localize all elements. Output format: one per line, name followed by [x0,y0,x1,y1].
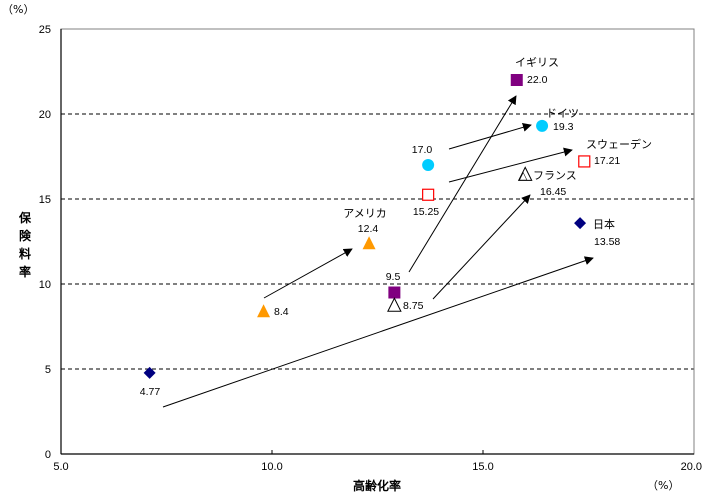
y-tick-label: 15 [39,194,51,206]
grid-lines [61,113,694,370]
label-country: アメリカ [343,207,386,220]
y-tick-label: 5 [45,364,51,376]
marker-to-1 [574,217,587,230]
arrow-4 [448,122,532,150]
marker-to-4 [536,119,549,132]
y-unit-label: （%） [2,3,34,16]
label-to-value: 17.21 [594,155,620,167]
label-from-value: 17.0 [412,144,433,156]
marker-from-5 [422,188,435,201]
label-country: イギリス [515,56,559,69]
y-tick-label: 10 [39,279,51,291]
label-country: スウェーデン [586,137,652,151]
label-from-value: 4.77 [140,386,161,398]
arrow-2 [263,248,353,299]
y-tick-label: 20 [39,109,51,121]
x-unit-label: （%） [647,479,679,492]
data-points [143,74,591,379]
label-to-value: 13.58 [594,236,620,248]
label-from-value: 15.25 [413,206,439,218]
marker-from-4 [422,159,435,171]
label-to-value: 22.0 [527,74,548,86]
arrows [162,95,594,408]
x-tick-label: 20.0 [681,461,702,473]
label-country: フランス [533,169,577,182]
marker-from-1 [143,366,156,379]
label-country: 日本 [593,217,615,231]
y-tick-labels: 0 5 10 15 20 25 [39,24,51,461]
marker-from-2 [257,304,271,318]
label-from-value: 9.5 [386,271,401,283]
y-axis-title-char: 保 [18,210,32,225]
x-tick-label: 10.0 [261,461,282,473]
y-axis-title-char: 率 [19,264,31,279]
y-axis-title-char: 険 [19,228,32,243]
marker-to-6 [517,166,533,181]
marker-from-3 [388,286,401,299]
marker-to-2 [362,236,376,250]
x-tick-label: 5.0 [53,461,68,473]
label-to-value: 16.45 [540,186,566,198]
marker-to-5 [578,155,591,168]
y-tick-label: 25 [39,24,51,36]
arrow-1 [162,256,594,408]
x-tick-labels: 5.0 10.0 15.0 20.0 [53,450,702,473]
marker-to-3 [510,74,523,86]
x-axis-title: 高齢化率 [353,478,401,492]
arrow-5 [448,147,573,183]
data-labels: 4.77 日本 13.58 8.4 アメリカ 12.4 9.5 イギリス 22.0 17.0 ドイツ… [140,56,652,398]
x-tick-label: 15.0 [472,461,493,473]
arrow-6 [432,194,531,300]
label-from-value: 8.4 [274,306,289,318]
y-axis-title-char: 料 [19,246,31,261]
label-to-value: 12.4 [358,223,379,235]
y-tick-label: 0 [45,449,51,461]
label-from-value: 8.75 [403,300,424,312]
label-country-prefix: △ [519,169,528,182]
marker-from-6 [387,297,402,312]
label-to-value: 19.3 [553,121,574,133]
arrow-3 [408,95,517,273]
label-country: ドイツ [546,107,579,120]
